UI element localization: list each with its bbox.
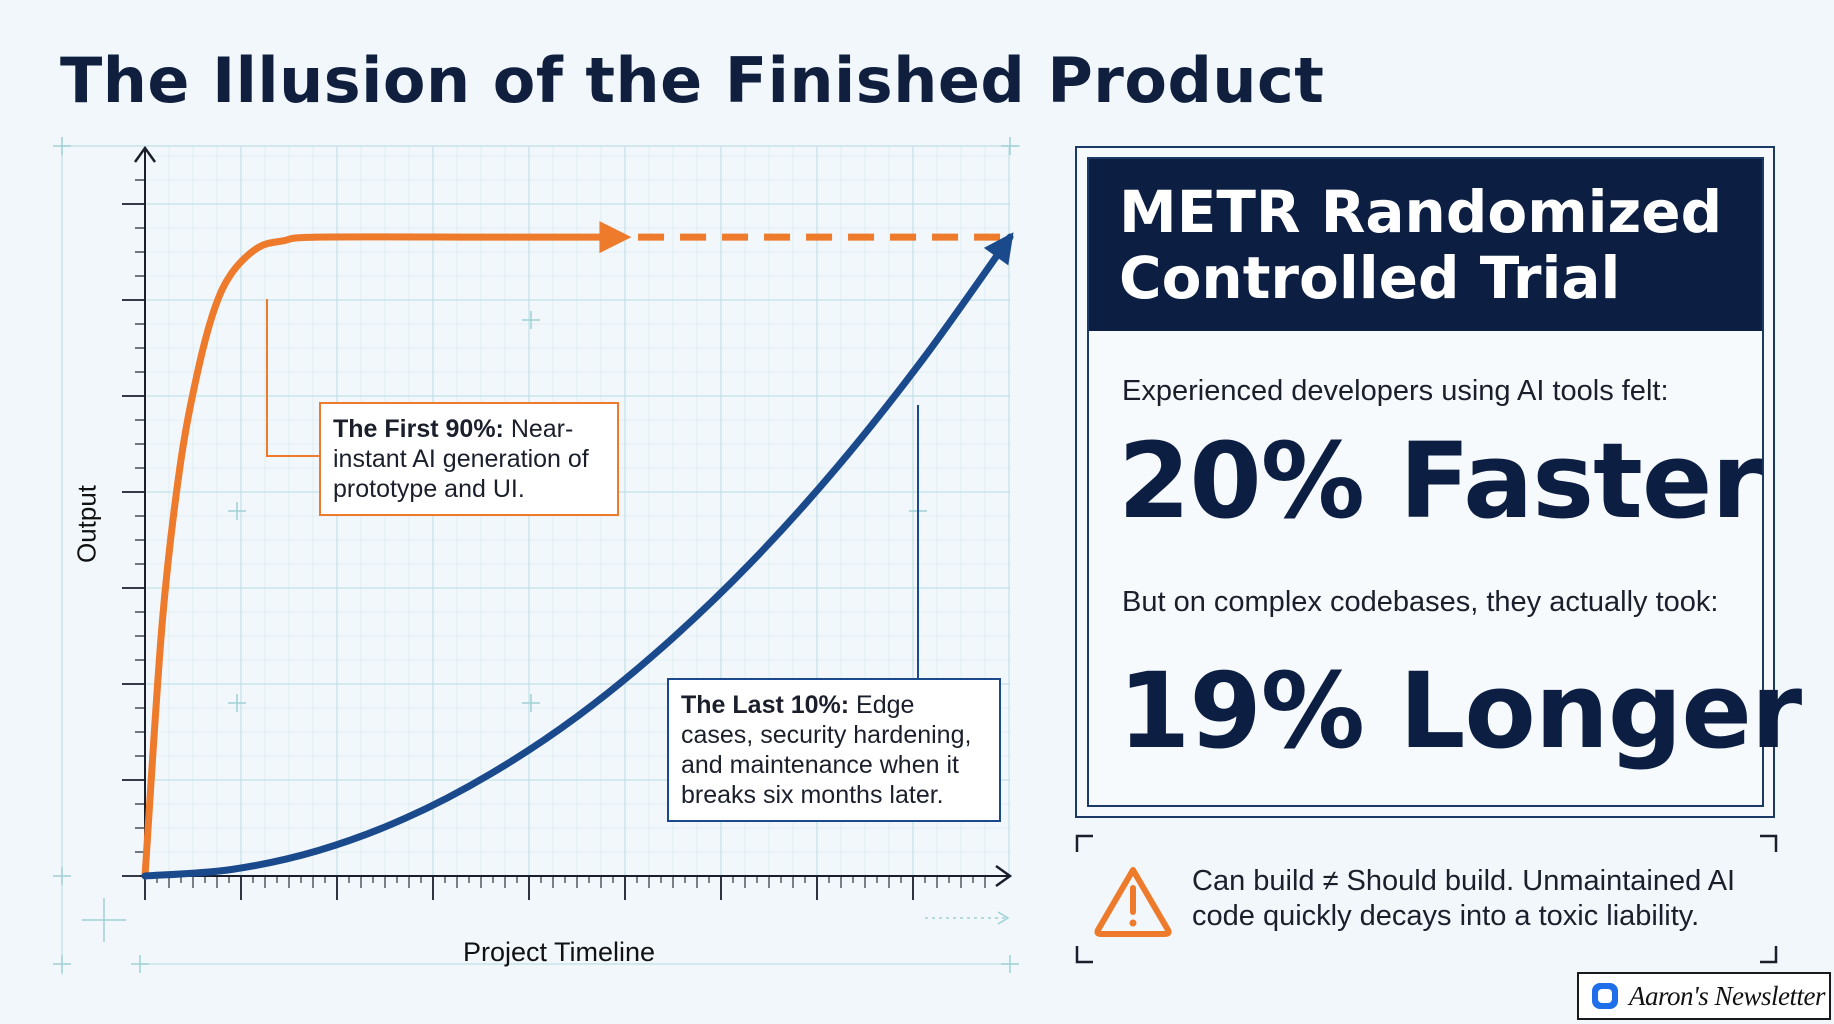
- chart-decorations: [53, 137, 1019, 973]
- chart-series: [141, 221, 1014, 880]
- annotation-first-bold: The First 90%:: [333, 415, 504, 443]
- x-axis-arrow: [995, 864, 1013, 888]
- y-axis-arrow: [133, 145, 157, 163]
- felt-value: 20% Faster: [1118, 420, 1763, 542]
- annotation-last: The Last 10%: Edge cases, security harde…: [667, 678, 1001, 822]
- warning-text: Can build ≠ Should build. Unmaintained A…: [1192, 865, 1736, 932]
- orange-series-line: [141, 233, 607, 880]
- annotation-first-text: Near-instant AI generation of prototype …: [333, 415, 589, 503]
- x-axis-label: Project Timeline: [462, 937, 656, 967]
- annotation-connectors: [266, 299, 919, 678]
- blue-series-arrowhead: [983, 232, 1014, 266]
- felt-label: Experienced developers using AI tools fe…: [1122, 375, 1669, 407]
- annotation-last-text: Edge cases, security hardening, and main…: [681, 691, 972, 809]
- axis-ticks: [122, 179, 986, 900]
- chart-axes: [122, 145, 1013, 900]
- deco-arrow-head: [997, 911, 1010, 925]
- took-label: But on complex codebases, they actually …: [1122, 586, 1719, 618]
- newsletter-badge[interactable]: Aaron's Newsletter: [1577, 972, 1831, 1020]
- page-title: The Illusion of the Finished Product: [60, 44, 1325, 117]
- annotation-last-bold: The Last 10%:: [681, 691, 850, 719]
- metr-header: METR Randomized Controlled Trial: [1089, 159, 1762, 331]
- took-value: 19% Longer: [1118, 650, 1802, 772]
- first-annotation-connector: [266, 299, 319, 457]
- newsletter-name: Aaron's Newsletter: [1629, 980, 1826, 1011]
- orange-series-arrowhead: [599, 221, 632, 254]
- y-axis-label: Output: [71, 484, 102, 564]
- blue-series-line: [141, 233, 1014, 880]
- annotation-first: The First 90%: Near-instant AI generatio…: [319, 402, 619, 516]
- newsletter-logo-icon: [1592, 983, 1618, 1009]
- chart-grid: [60, 140, 1020, 975]
